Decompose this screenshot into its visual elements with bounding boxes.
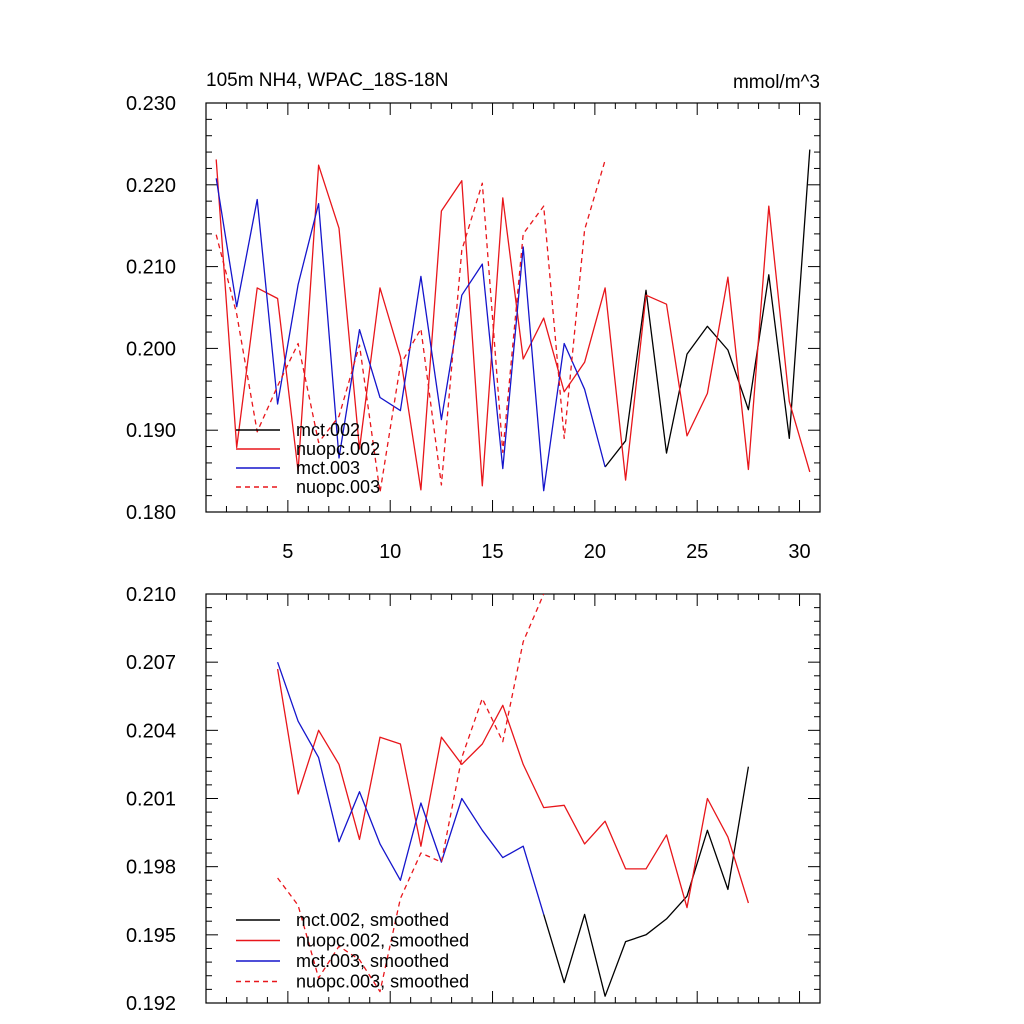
legend-label: mct.003, smoothed bbox=[296, 951, 449, 971]
y-tick-label: 0.180 bbox=[126, 502, 176, 524]
top-plot: 5 10 15 20 25 30 0.180 0.190 0.200 0.210 0.220 0.23… bbox=[126, 93, 821, 563]
legend-label: mct.003 bbox=[296, 458, 360, 478]
y-tick-label: 0.201 bbox=[126, 789, 176, 811]
y-tick-label: 0.210 bbox=[126, 584, 176, 606]
y-tick-label: 0.198 bbox=[126, 857, 176, 879]
series-line-nuopc-002-smoothed bbox=[276, 668, 750, 909]
y-tick-label: 0.204 bbox=[126, 720, 176, 742]
y-tick-label: 0.207 bbox=[126, 652, 176, 674]
x-tick-label: 20 bbox=[584, 541, 606, 563]
series-line-nuopc-003-smoothed bbox=[277, 594, 545, 993]
x-tick-label: 25 bbox=[686, 541, 708, 563]
series-line-mct-003-smoothed bbox=[276, 661, 545, 915]
legend-label: nuopc.002, smoothed bbox=[296, 931, 469, 951]
legend-label: nuopc.003 bbox=[296, 477, 380, 497]
series-line-mct-003 bbox=[215, 178, 606, 492]
series-line-mct-002 bbox=[604, 149, 811, 468]
series-line-mct-002-smoothed bbox=[543, 766, 750, 997]
y-tick-label: 0.192 bbox=[126, 993, 176, 1015]
legend-label: mct.002 bbox=[296, 420, 360, 440]
x-tick-label: 10 bbox=[379, 541, 401, 563]
series-line-nuopc-003 bbox=[215, 160, 606, 494]
units-label: mmol/m^3 bbox=[733, 72, 820, 93]
y-tick-label: 0.220 bbox=[126, 175, 176, 197]
y-tick-label: 0.210 bbox=[126, 257, 176, 279]
x-tick-label: 30 bbox=[788, 541, 810, 563]
y-tick-label: 0.230 bbox=[126, 93, 176, 115]
bottom-plot: 0.192 0.195 0.198 0.201 0.204 0.207 0.210 mct.0… bbox=[126, 584, 821, 1015]
y-tick-label: 0.195 bbox=[126, 925, 176, 947]
x-tick-label: 5 bbox=[282, 541, 293, 563]
y-tick-label: 0.190 bbox=[126, 420, 176, 442]
legend-label: nuopc.002 bbox=[296, 439, 380, 459]
chart-title: 105m NH4, WPAC_18S-18N bbox=[206, 70, 449, 91]
legend-label: nuopc.003, smoothed bbox=[296, 972, 469, 992]
legend-label: mct.002, smoothed bbox=[296, 910, 449, 930]
y-tick-label: 0.200 bbox=[126, 338, 176, 360]
x-tick-label: 15 bbox=[481, 541, 503, 563]
